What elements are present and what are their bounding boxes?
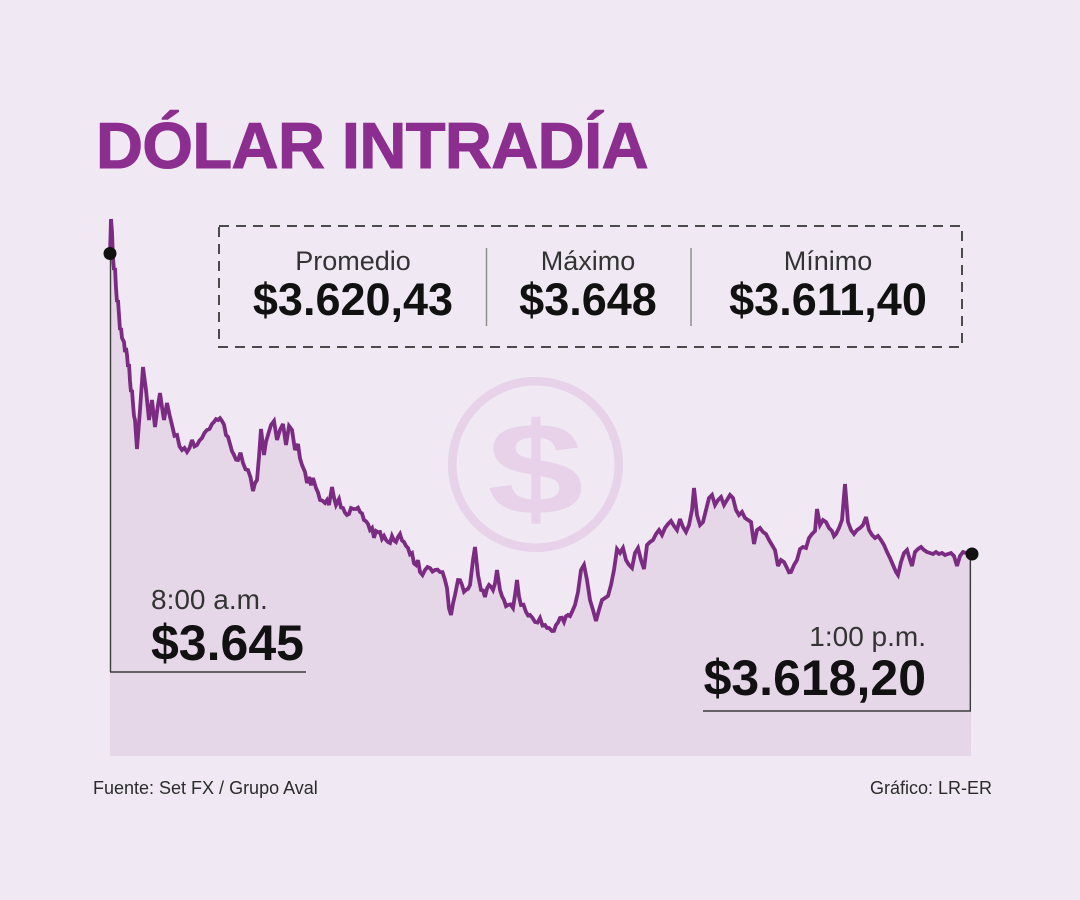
svg-text:$: $ xyxy=(487,395,583,542)
